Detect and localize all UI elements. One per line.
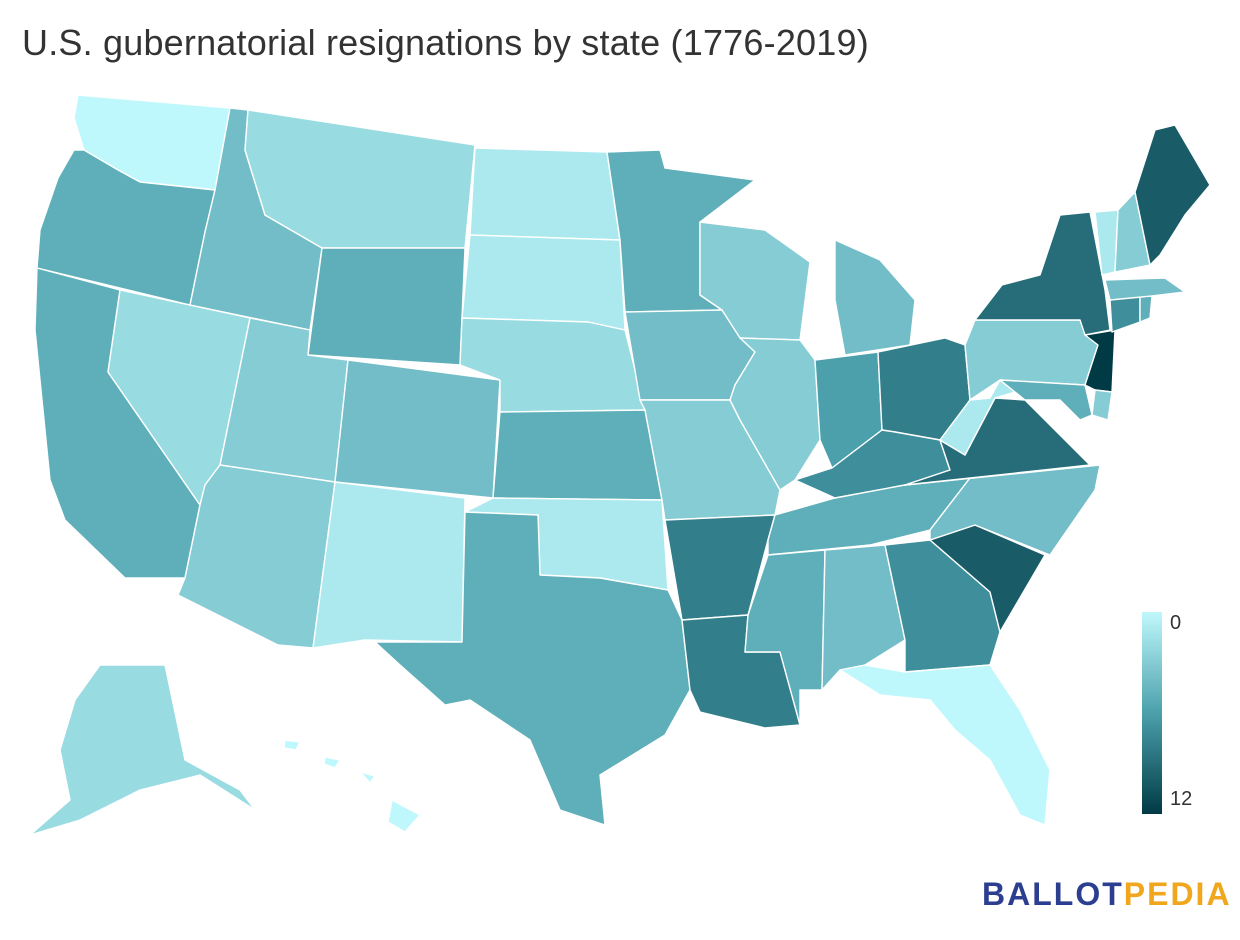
state-nd [469, 147, 621, 241]
state-fl [839, 664, 1051, 826]
state-md [999, 379, 1093, 421]
state-ny [974, 211, 1111, 336]
state-ks [492, 409, 663, 501]
state-sd [461, 234, 626, 331]
map-title: U.S. gubernatorial resignations by state… [22, 22, 869, 63]
legend-gradient-bar [1142, 612, 1162, 814]
state-nm [312, 481, 466, 649]
state-mi [834, 239, 916, 356]
state-tx [374, 511, 691, 826]
state-co [334, 359, 501, 499]
state-il [729, 337, 821, 491]
legend-min-label: 0 [1170, 612, 1182, 634]
color-legend: 0 12 [1140, 612, 1200, 817]
state-ma [1104, 277, 1186, 301]
state-wy [307, 247, 466, 366]
state-nc [904, 464, 1101, 556]
state-de [1091, 389, 1113, 421]
state-hi [283, 739, 421, 833]
state-ar [664, 514, 776, 621]
legend-max-label: 12 [1170, 788, 1193, 810]
ballotpedia-logo: BALLOTPEDIA [982, 876, 1232, 913]
logo-part-ballot: BALLOT [982, 876, 1124, 912]
state-ri [1139, 295, 1153, 323]
state-me [1134, 124, 1211, 266]
state-ct [1109, 295, 1141, 333]
state-ak [29, 664, 256, 836]
logo-part-pedia: PEDIA [1123, 876, 1232, 912]
